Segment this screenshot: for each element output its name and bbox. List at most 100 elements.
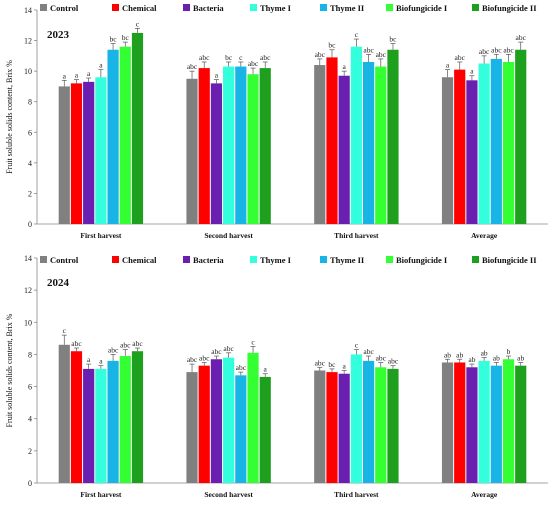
bar	[454, 69, 466, 224]
data-label: abc	[211, 347, 222, 356]
data-label: abc	[363, 45, 374, 54]
bar	[326, 372, 338, 483]
legend-swatch	[40, 4, 47, 11]
data-label: abc	[315, 50, 326, 59]
data-label: a	[99, 61, 103, 70]
legend-label: Chemical	[122, 3, 157, 13]
legend-swatch	[320, 256, 327, 263]
legend-swatch	[40, 256, 47, 263]
legend-label: Biofungicide II	[482, 255, 537, 265]
y-tick-label: 4	[28, 159, 32, 168]
data-label: abc	[260, 53, 271, 62]
legend-swatch	[386, 4, 393, 11]
data-label: abc	[388, 357, 399, 366]
data-label: c	[63, 326, 67, 335]
bar	[314, 65, 326, 225]
bar	[515, 49, 527, 224]
y-tick-label: 14	[24, 6, 32, 15]
y-tick-label: 4	[28, 415, 32, 424]
bar	[223, 66, 235, 224]
data-label: bc	[110, 35, 118, 44]
bar	[83, 368, 95, 483]
legend-swatch	[386, 256, 393, 263]
data-label: a	[99, 357, 103, 366]
bar	[95, 368, 107, 483]
bar	[70, 83, 83, 224]
legend-label: Thyme I	[260, 255, 292, 265]
data-label: abc	[315, 358, 326, 367]
bar	[131, 351, 144, 483]
data-label: c	[239, 53, 243, 62]
y-tick-label: 2	[28, 447, 32, 456]
data-label: abc	[376, 353, 387, 362]
legend-label: Thyme I	[260, 3, 292, 13]
x-tick-label: Second harvest	[204, 231, 253, 240]
bar	[83, 81, 95, 224]
data-label: b	[507, 347, 511, 356]
bar	[247, 74, 259, 224]
data-label: a	[215, 71, 219, 80]
y-tick-label: 6	[28, 383, 32, 392]
data-label: ab	[481, 349, 488, 358]
bar	[223, 357, 235, 483]
legend-swatch	[183, 256, 190, 263]
data-label: ab	[456, 350, 463, 359]
data-label: abc	[108, 345, 119, 354]
y-tick-label: 2	[28, 189, 32, 198]
data-label: ab	[444, 350, 451, 359]
data-label: bc	[389, 35, 397, 44]
bar	[186, 372, 198, 483]
data-label: a	[75, 71, 79, 80]
bar	[478, 63, 490, 224]
bar	[210, 359, 223, 483]
bar	[235, 66, 247, 224]
data-label: a	[470, 67, 474, 76]
bar	[198, 68, 210, 224]
y-tick-label: 12	[24, 37, 32, 46]
x-tick-label: Second harvest	[204, 490, 253, 499]
bar	[326, 57, 338, 225]
legend-label: Biofungicide I	[396, 255, 448, 265]
data-label: abc	[236, 363, 247, 372]
y-tick-label: 10	[24, 318, 32, 327]
legend-swatch	[112, 4, 119, 11]
data-label: bc	[328, 41, 336, 50]
bar	[119, 356, 131, 483]
bar	[259, 376, 271, 483]
bar	[95, 77, 107, 224]
bar	[387, 49, 399, 224]
data-label: a	[63, 71, 67, 80]
data-label: c	[355, 341, 359, 350]
data-label: abc	[199, 353, 210, 362]
legend-swatch	[183, 4, 190, 11]
bar	[362, 360, 375, 483]
x-tick-label: Third harvest	[334, 231, 379, 240]
chart-title: 2024	[47, 277, 70, 289]
data-label: bc	[328, 360, 336, 369]
y-tick-label: 0	[28, 479, 32, 488]
data-label: bc	[225, 53, 233, 62]
legend-label: Bacteria	[193, 3, 224, 13]
data-label: abc	[455, 53, 466, 62]
data-label: abc	[516, 33, 527, 42]
data-label: abc	[223, 344, 234, 353]
legend-label: Control	[50, 255, 79, 265]
legend-swatch	[250, 256, 257, 263]
bar	[454, 362, 466, 483]
bar	[210, 83, 223, 224]
y-tick-label: 10	[24, 67, 32, 76]
y-tick-label: 14	[24, 254, 32, 263]
chart-panel-2023: 0 2 4 6 8 10 12 14 Fruit soluble solids content,…	[5, 3, 548, 240]
data-label: ab	[493, 353, 500, 362]
chart-title: 2023	[47, 29, 70, 41]
data-label: ab	[468, 355, 475, 364]
bar	[490, 58, 502, 224]
data-label: a	[343, 362, 347, 371]
legend-swatch	[472, 4, 479, 11]
y-tick-label: 6	[28, 128, 32, 137]
data-label: a	[87, 355, 91, 364]
data-label: abc	[132, 339, 143, 348]
y-axis-label: Fruit soluble solids content, Brix %	[5, 313, 14, 427]
bar	[350, 46, 362, 224]
bar	[441, 362, 454, 483]
